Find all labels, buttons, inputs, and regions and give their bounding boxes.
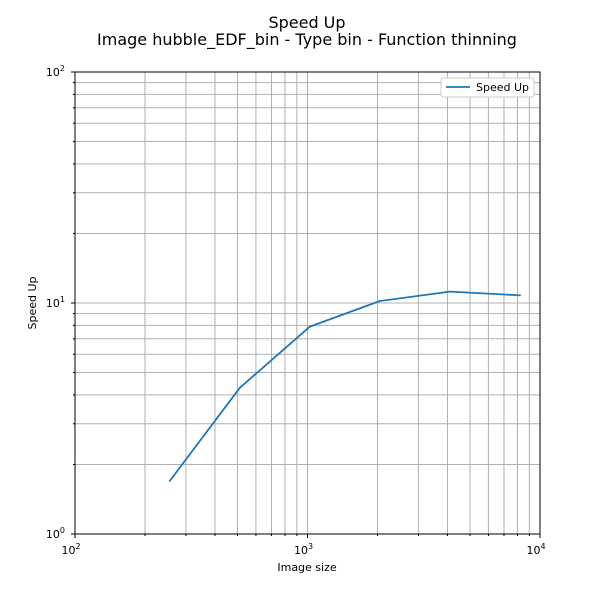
tick-labels: 102 103 104 100 101 102	[46, 64, 546, 557]
grid	[74, 71, 541, 535]
axes	[71, 71, 541, 538]
x-tick-label: 104	[526, 542, 545, 557]
y-tick-label: 101	[46, 295, 65, 310]
y-tick-label: 100	[46, 526, 65, 541]
data-point	[518, 294, 521, 297]
series-layer	[168, 290, 521, 483]
x-tick-label: 102	[61, 542, 80, 557]
data-point	[378, 300, 381, 302]
data-point	[169, 479, 171, 482]
legend-label: Speed Up	[476, 81, 529, 94]
data-point	[239, 386, 241, 389]
chart-title: Speed Up	[268, 13, 345, 32]
series-line-0	[168, 290, 521, 483]
x-axis-label: Image size	[277, 561, 337, 574]
legend: Speed Up	[440, 77, 535, 98]
data-point	[448, 290, 451, 293]
chart-subtitle: Image hubble_EDF_bin - Type bin - Functi…	[97, 30, 517, 50]
x-tick-label: 103	[294, 542, 313, 557]
y-axis-label: Speed Up	[26, 276, 39, 329]
y-tick-label: 102	[46, 64, 65, 79]
legend-box	[440, 77, 535, 98]
data-point	[308, 325, 311, 328]
